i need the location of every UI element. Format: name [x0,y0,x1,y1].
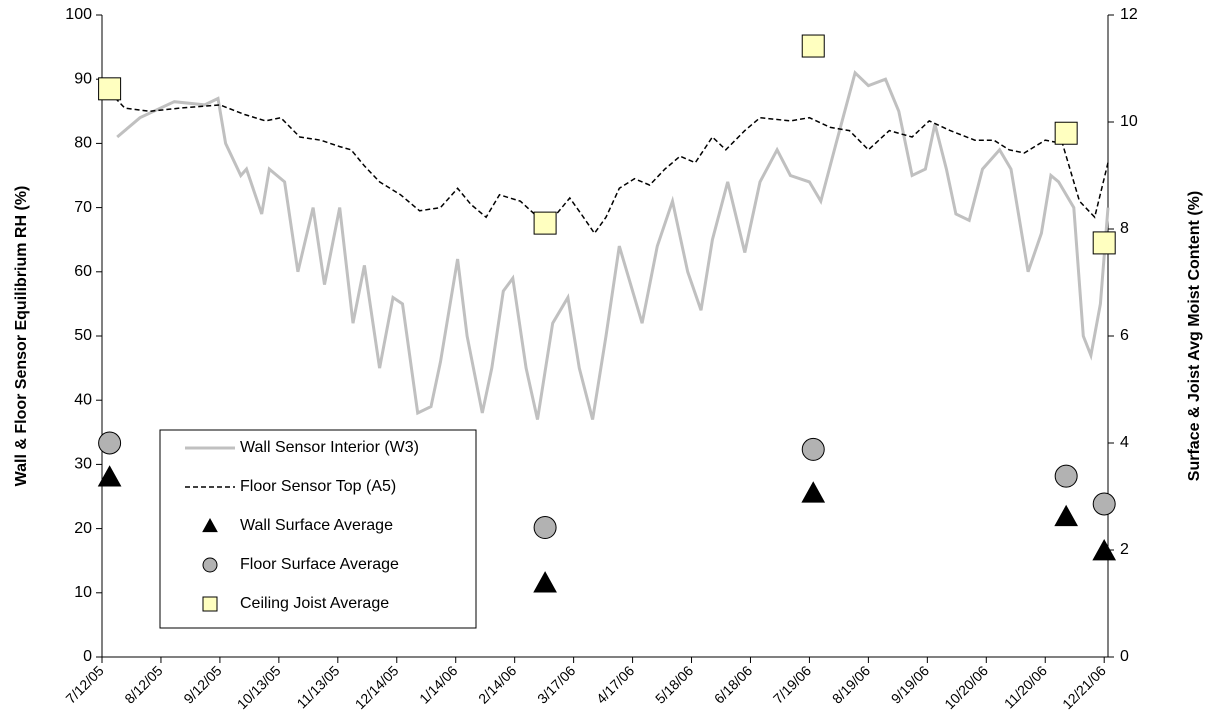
x-tick-label: 12/21/06 [1059,662,1109,712]
x-tick-label: 10/20/06 [941,662,991,712]
legend-label: Wall Surface Average [240,517,393,534]
x-tick-label: 7/12/05 [62,662,106,706]
y2-tick-label: 6 [1120,327,1129,344]
y2-tick-label: 4 [1120,434,1129,451]
x-tick-label: 4/17/06 [593,662,637,706]
series-line [109,91,1109,235]
legend-label: Ceiling Joist Average [240,595,389,612]
legend-label: Floor Surface Average [240,556,399,573]
x-tick-label: 11/20/06 [1001,662,1050,711]
x-tick-label: 7/19/06 [770,662,814,706]
triangle-marker [97,465,122,487]
circle-marker [98,431,122,455]
y2-tick-label: 8 [1120,220,1129,237]
circle-marker [202,557,218,573]
series-line [116,69,1110,420]
x-tick-label: 9/19/06 [888,662,932,706]
y-tick-label: 10 [74,584,92,601]
y-tick-label: 50 [74,327,92,344]
x-tick-label: 10/13/05 [234,662,284,712]
x-tick-label: 5/18/06 [652,662,696,706]
y-tick-label: 60 [74,263,92,280]
y-tick-label: 20 [74,520,92,537]
x-tick-label: 1/14/06 [416,662,460,706]
circle-marker [801,437,825,461]
x-tick-label: 8/19/06 [829,662,873,706]
y-tick-label: 0 [83,648,92,665]
y-tick-label: 80 [74,135,92,152]
x-tick-label: 2/14/06 [475,662,519,706]
y-tick-label: 100 [65,6,92,23]
y-tick-label: 30 [74,456,92,473]
circle-marker [533,516,557,540]
square-marker [801,34,825,58]
triangle-marker [1092,539,1117,561]
y2-tick-label: 10 [1120,113,1138,130]
square-marker [533,211,557,235]
circle-marker [1092,492,1116,516]
y2-tick-label: 12 [1120,6,1138,23]
x-tick-label: 11/13/05 [293,662,342,711]
triangle-marker [202,517,218,533]
x-tick-label: 8/12/05 [121,662,165,706]
y-tick-label: 90 [74,70,92,87]
square-marker [98,77,122,101]
triangle-marker [533,571,557,593]
y2-axis-title: Surface & Joist Avg Moist Content (%) [1186,191,1203,481]
x-tick-label: 9/12/05 [180,662,224,706]
y2-tick-label: 2 [1120,541,1129,558]
y2-tick-label: 0 [1120,648,1129,665]
square-marker [202,596,218,612]
x-tick-label: 12/14/05 [352,662,402,712]
circle-marker [1054,464,1078,488]
square-marker [1092,231,1116,255]
x-tick-label: 3/17/06 [534,662,578,706]
legend-label: Floor Sensor Top (A5) [240,478,396,495]
triangle-marker [1054,504,1079,527]
y-tick-label: 70 [74,199,92,216]
triangle-marker [801,481,826,503]
y-axis-title: Wall & Floor Sensor Equilibrium RH (%) [13,186,30,487]
legend-label: Wall Sensor Interior (W3) [240,439,419,456]
square-marker [1054,121,1078,145]
x-tick-label: 6/18/06 [711,662,755,706]
y-tick-label: 40 [74,391,92,408]
